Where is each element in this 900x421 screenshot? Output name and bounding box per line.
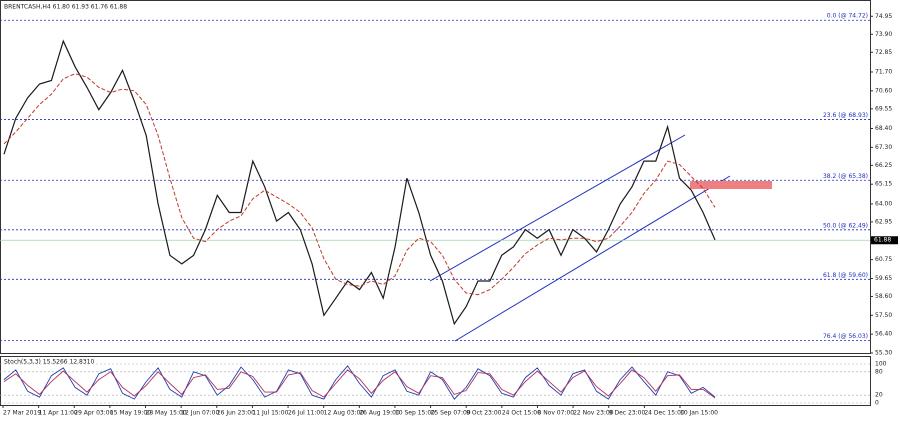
y-tick-label: 62.95	[875, 218, 892, 225]
y-tick-label: 67.30	[875, 144, 892, 151]
stoch-line	[3, 365, 716, 400]
stoch-tick-label: 100	[875, 361, 887, 368]
stoch-label: Stoch(5,3,3) 15.5266 12.8310	[4, 359, 95, 366]
chart-title: BRENTCASH,H4 61.80 61.93 61.76 61.88	[4, 4, 127, 11]
x-tick-label: 9 Oct 23:00	[466, 410, 501, 417]
y-tick-label: 73.90	[875, 31, 892, 38]
y-tick-label: 58.60	[875, 293, 892, 300]
y-tick-label: 55.30	[875, 350, 892, 357]
x-tick-label: 22 Nov 23:00	[573, 410, 614, 417]
y-tick-label: 64.00	[875, 200, 892, 207]
stoch-tick-label: 20	[875, 392, 883, 399]
y-tick-label: 68.40	[875, 125, 892, 132]
y-tick-label: 65.15	[875, 181, 892, 188]
fib-label: 0.0 (@ 74.72)	[827, 13, 868, 20]
x-tick-label: 26 Jun 23:00	[217, 410, 255, 417]
x-tick-label: 24 Dec 15:00	[644, 410, 685, 417]
y-tick-label: 74.95	[875, 13, 892, 20]
x-tick-label: 26 Aug 19:00	[359, 410, 400, 417]
fib-label: 61.8 (@ 59.60)	[823, 272, 868, 279]
y-tick-label: 69.55	[875, 105, 892, 112]
y-tick-label: 57.50	[875, 312, 892, 319]
x-tick-label: 10 Sep 15:00	[395, 410, 435, 417]
x-tick-label: 11 Jul 15:00	[252, 410, 288, 417]
resistance-zone	[690, 181, 772, 189]
stoch-tick-label: 0	[875, 400, 879, 407]
y-tick-label: 56.40	[875, 331, 892, 338]
current-price-label: 61.88	[874, 237, 891, 244]
y-tick-label: 70.60	[875, 87, 892, 94]
x-tick-label: 24 Oct 15:00	[502, 410, 541, 417]
x-tick-label: 15 May 19:00	[110, 410, 151, 417]
x-tick-label: 29 Apr 03:00	[74, 410, 113, 417]
stoch-line	[3, 369, 716, 399]
x-tick-label: 11 Apr 11:00	[39, 410, 78, 417]
x-tick-label: 12 Aug 03:00	[324, 410, 365, 417]
channel-upper	[429, 134, 686, 282]
y-tick-label: 66.25	[875, 162, 892, 169]
stoch-tick-label: 80	[875, 368, 883, 375]
channel-lower	[454, 175, 731, 342]
y-tick-label: 72.85	[875, 49, 892, 56]
price-panel	[0, 0, 871, 354]
x-tick-label: 25 Sep 07:00	[431, 410, 471, 417]
x-tick-label: 8 Nov 07:00	[537, 410, 574, 417]
y-tick-label: 59.65	[875, 275, 892, 282]
fib-label: 50.0 (@ 62.49)	[823, 222, 868, 229]
x-tick-label: 27 Mar 2019	[3, 410, 41, 417]
y-tick-label: 60.75	[875, 256, 892, 263]
price-line	[3, 39, 716, 326]
current-price-box	[871, 236, 898, 245]
y-tick-label: 71.70	[875, 68, 892, 75]
x-tick-label: 26 Jul 11:00	[288, 410, 324, 417]
x-tick-label: 9 Dec 23:00	[609, 410, 646, 417]
x-tick-label: 10 Jan 15:00	[680, 410, 718, 417]
x-tick-label: 12 Jun 07:00	[181, 410, 219, 417]
x-tick-label: 28 May 15:00	[146, 410, 187, 417]
fib-label: 38.2 (@ 65.38)	[823, 173, 868, 180]
fib-label: 76.4 (@ 56.03)	[823, 333, 868, 340]
fib-label: 23.6 (@ 68.93)	[823, 112, 868, 119]
